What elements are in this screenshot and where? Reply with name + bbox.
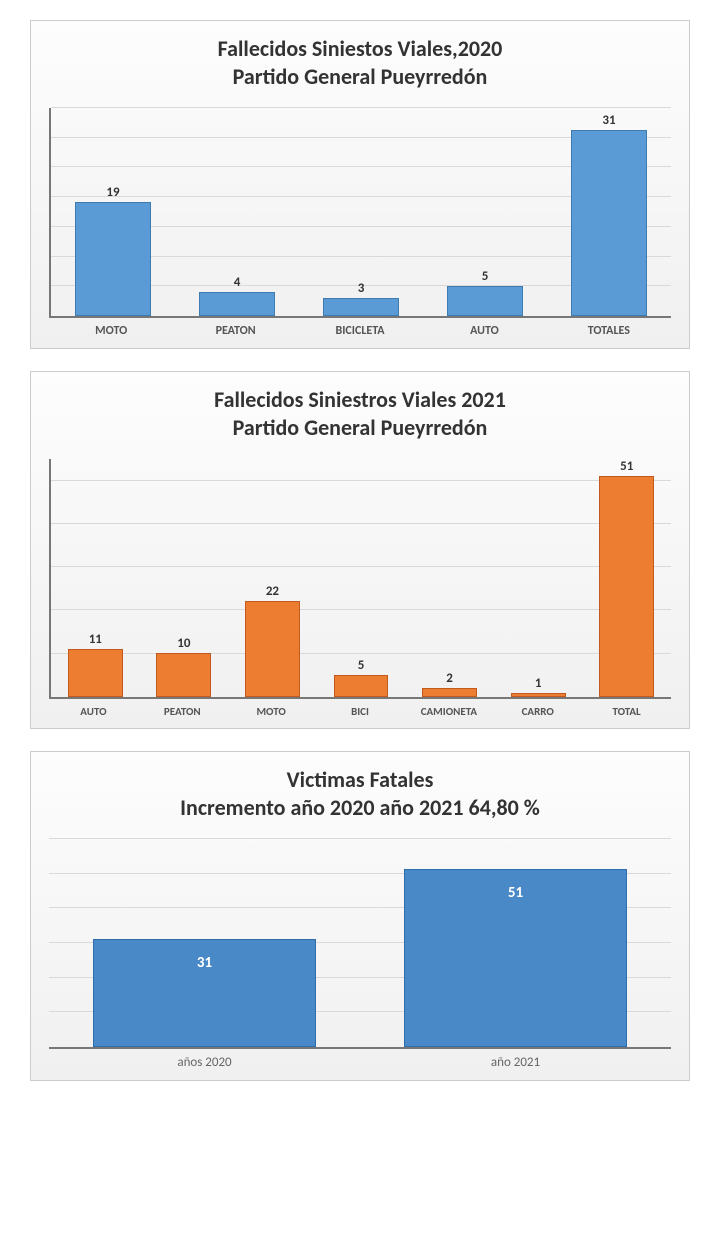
x-axis-label: TOTAL xyxy=(582,705,671,718)
chart-2021-title: Fallecidos Siniestros Viales 2021 Partid… xyxy=(49,386,671,441)
x-axis-label: CAMIONETA xyxy=(404,705,493,718)
bar xyxy=(245,601,300,697)
bar-slot: 2 xyxy=(405,459,494,697)
bar-value: 2 xyxy=(446,671,453,686)
chart-2021-plot: 11 10 22 5 2 1 51 xyxy=(49,459,671,699)
bar: 51 xyxy=(404,869,628,1048)
chart-2021-title-line1: Fallecidos Siniestros Viales 2021 xyxy=(49,386,671,414)
bar-value: 5 xyxy=(482,269,489,284)
bar-value: 3 xyxy=(358,281,365,296)
bar-value: 5 xyxy=(358,658,365,673)
bar xyxy=(599,476,654,697)
bar-value: 51 xyxy=(508,884,523,902)
x-axis-label: MOTO xyxy=(49,324,173,338)
bar-slot: 31 xyxy=(547,108,671,316)
x-axis-label: años 2020 xyxy=(49,1055,360,1070)
bar-value: 51 xyxy=(620,459,633,474)
chart-2020-title: Fallecidos Siniestos Viales,2020 Partido… xyxy=(49,35,671,90)
bar-value: 31 xyxy=(197,954,212,972)
bar-slot: 10 xyxy=(140,459,229,697)
x-axis-label: MOTO xyxy=(227,705,316,718)
x-axis-label: CARRO xyxy=(493,705,582,718)
x-axis-label: BICI xyxy=(316,705,405,718)
x-axis-label: AUTO xyxy=(422,324,546,338)
chart-compare-plot: 31 51 xyxy=(49,839,671,1049)
chart-2021-title-line2: Partido General Pueyrredón xyxy=(49,414,671,442)
chart-2020-plot: 19 4 3 5 31 xyxy=(49,108,671,318)
bars-container: 31 51 xyxy=(49,839,671,1047)
bar-value: 11 xyxy=(89,632,102,647)
bar xyxy=(334,675,389,697)
bar xyxy=(447,286,524,316)
bar-value: 19 xyxy=(106,185,119,200)
bar xyxy=(422,688,477,697)
bar-slot: 31 xyxy=(49,839,360,1047)
bar-slot: 5 xyxy=(423,108,547,316)
x-axis-label: AUTO xyxy=(49,705,138,718)
bar-slot: 51 xyxy=(360,839,671,1047)
chart-2020-title-line2: Partido General Pueyrredón xyxy=(49,63,671,91)
bar-slot: 5 xyxy=(317,459,406,697)
bar-value: 10 xyxy=(177,636,190,651)
bar-value: 31 xyxy=(602,113,615,128)
chart-2021-xlabels: AUTOPEATONMOTOBICICAMIONETACARROTOTAL xyxy=(49,705,671,718)
chart-compare-title: Victimas Fatales Incremento año 2020 año… xyxy=(49,766,671,821)
bar xyxy=(323,298,400,316)
x-axis-label: PEATON xyxy=(138,705,227,718)
chart-compare-xlabels: años 2020año 2021 xyxy=(49,1055,671,1070)
chart-2021-panel: Fallecidos Siniestros Viales 2021 Partid… xyxy=(30,371,690,729)
bar: 31 xyxy=(93,939,317,1048)
bar xyxy=(75,202,152,316)
bar-slot: 51 xyxy=(582,459,671,697)
bar-value: 1 xyxy=(535,676,542,691)
bar xyxy=(199,292,276,316)
chart-compare-title-line2: Incremento año 2020 año 2021 64,80 % xyxy=(49,794,671,822)
bar-value: 4 xyxy=(234,275,241,290)
chart-2020-xlabels: MOTOPEATONBICICLETAAUTOTOTALES xyxy=(49,324,671,338)
bar-slot: 4 xyxy=(175,108,299,316)
x-axis-label: TOTALES xyxy=(547,324,671,338)
bar-slot: 1 xyxy=(494,459,583,697)
x-axis-label: PEATON xyxy=(173,324,297,338)
bar xyxy=(68,649,123,697)
bar-slot: 22 xyxy=(228,459,317,697)
chart-compare-title-line1: Victimas Fatales xyxy=(49,766,671,794)
bar-slot: 3 xyxy=(299,108,423,316)
bar xyxy=(511,693,566,697)
bars-container: 11 10 22 5 2 1 51 xyxy=(51,459,671,697)
x-axis-label: BICICLETA xyxy=(298,324,422,338)
bar-slot: 19 xyxy=(51,108,175,316)
x-axis-label: año 2021 xyxy=(360,1055,671,1070)
bar xyxy=(571,130,648,316)
bars-container: 19 4 3 5 31 xyxy=(51,108,671,316)
chart-2020-title-line1: Fallecidos Siniestos Viales,2020 xyxy=(49,35,671,63)
bar-value: 22 xyxy=(266,584,279,599)
bar-slot: 11 xyxy=(51,459,140,697)
bar xyxy=(156,653,211,697)
chart-compare-panel: Victimas Fatales Incremento año 2020 año… xyxy=(30,751,690,1081)
chart-2020-panel: Fallecidos Siniestos Viales,2020 Partido… xyxy=(30,20,690,349)
